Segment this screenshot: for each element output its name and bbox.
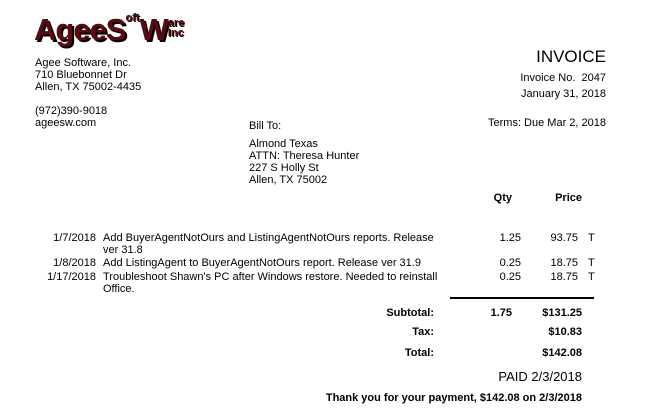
bill-to-attn: ATTN: Theresa Hunter — [249, 150, 360, 162]
invoice-terms: Terms: Due Mar 2, 2018 — [488, 117, 606, 129]
bill-to-label: Bill To: — [249, 120, 282, 132]
total-label: Total: — [404, 347, 434, 359]
company-address1: 710 Bluebonnet Dr — [35, 69, 127, 81]
item-tax-flag: T — [588, 232, 595, 244]
company-address2: Allen, TX 75002-4435 — [35, 81, 142, 93]
item-qty: 0.25 — [499, 271, 521, 283]
item-description: Add ListingAgent to BuyerAgentNotOurs re… — [103, 257, 421, 269]
item-qty: 0.25 — [499, 257, 521, 269]
tax-amount: $10.83 — [548, 326, 582, 338]
item-date: 1/17/2018 — [47, 271, 96, 283]
item-date: 1/7/2018 — [53, 232, 96, 244]
bill-to-address2: Allen, TX 75002 — [249, 174, 328, 186]
total-amount: $142.08 — [542, 347, 582, 359]
company-website: ageesw.com — [35, 117, 97, 129]
item-price: 18.75 — [550, 257, 578, 269]
tax-label: Tax: — [412, 326, 434, 338]
company-phone: (972)390-9018 — [35, 105, 108, 117]
subtotal-label: Subtotal: — [386, 307, 434, 319]
totals-divider — [450, 297, 594, 299]
invoice-date: January 31, 2018 — [520, 88, 606, 100]
invoice-title: INVOICE — [536, 47, 606, 66]
item-tax-flag: T — [588, 271, 595, 283]
invoice-number-label: Invoice No. — [520, 72, 576, 84]
item-price: 93.75 — [550, 232, 578, 244]
bill-to-address1: 227 S Holly St — [249, 162, 319, 174]
paid-status: PAID 2/3/2018 — [498, 369, 582, 384]
company-name: Agee Software, Inc. — [35, 57, 131, 69]
bill-to-name: Almond Texas — [249, 138, 318, 150]
invoice-number-row: Invoice No. 2047 — [520, 72, 606, 84]
item-tax-flag: T — [588, 257, 595, 269]
item-description: Troubleshoot Shawn's PC after Windows re… — [103, 271, 438, 295]
item-qty: 1.25 — [499, 232, 521, 244]
qty-header: Qty — [493, 192, 512, 204]
subtotal-amount: $131.25 — [542, 307, 582, 319]
subtotal-qty: 1.75 — [490, 307, 512, 319]
company-logo: AgeeSoftWare Inc — [34, 12, 185, 47]
invoice-number: 2047 — [581, 72, 606, 84]
item-description: Add BuyerAgentNotOurs and ListingAgentNo… — [103, 232, 434, 256]
thank-you-note: Thank you for your payment, $142.08 on 2… — [325, 392, 582, 404]
price-header: Price — [555, 192, 582, 204]
item-date: 1/8/2018 — [53, 257, 96, 269]
item-price: 18.75 — [550, 271, 578, 283]
